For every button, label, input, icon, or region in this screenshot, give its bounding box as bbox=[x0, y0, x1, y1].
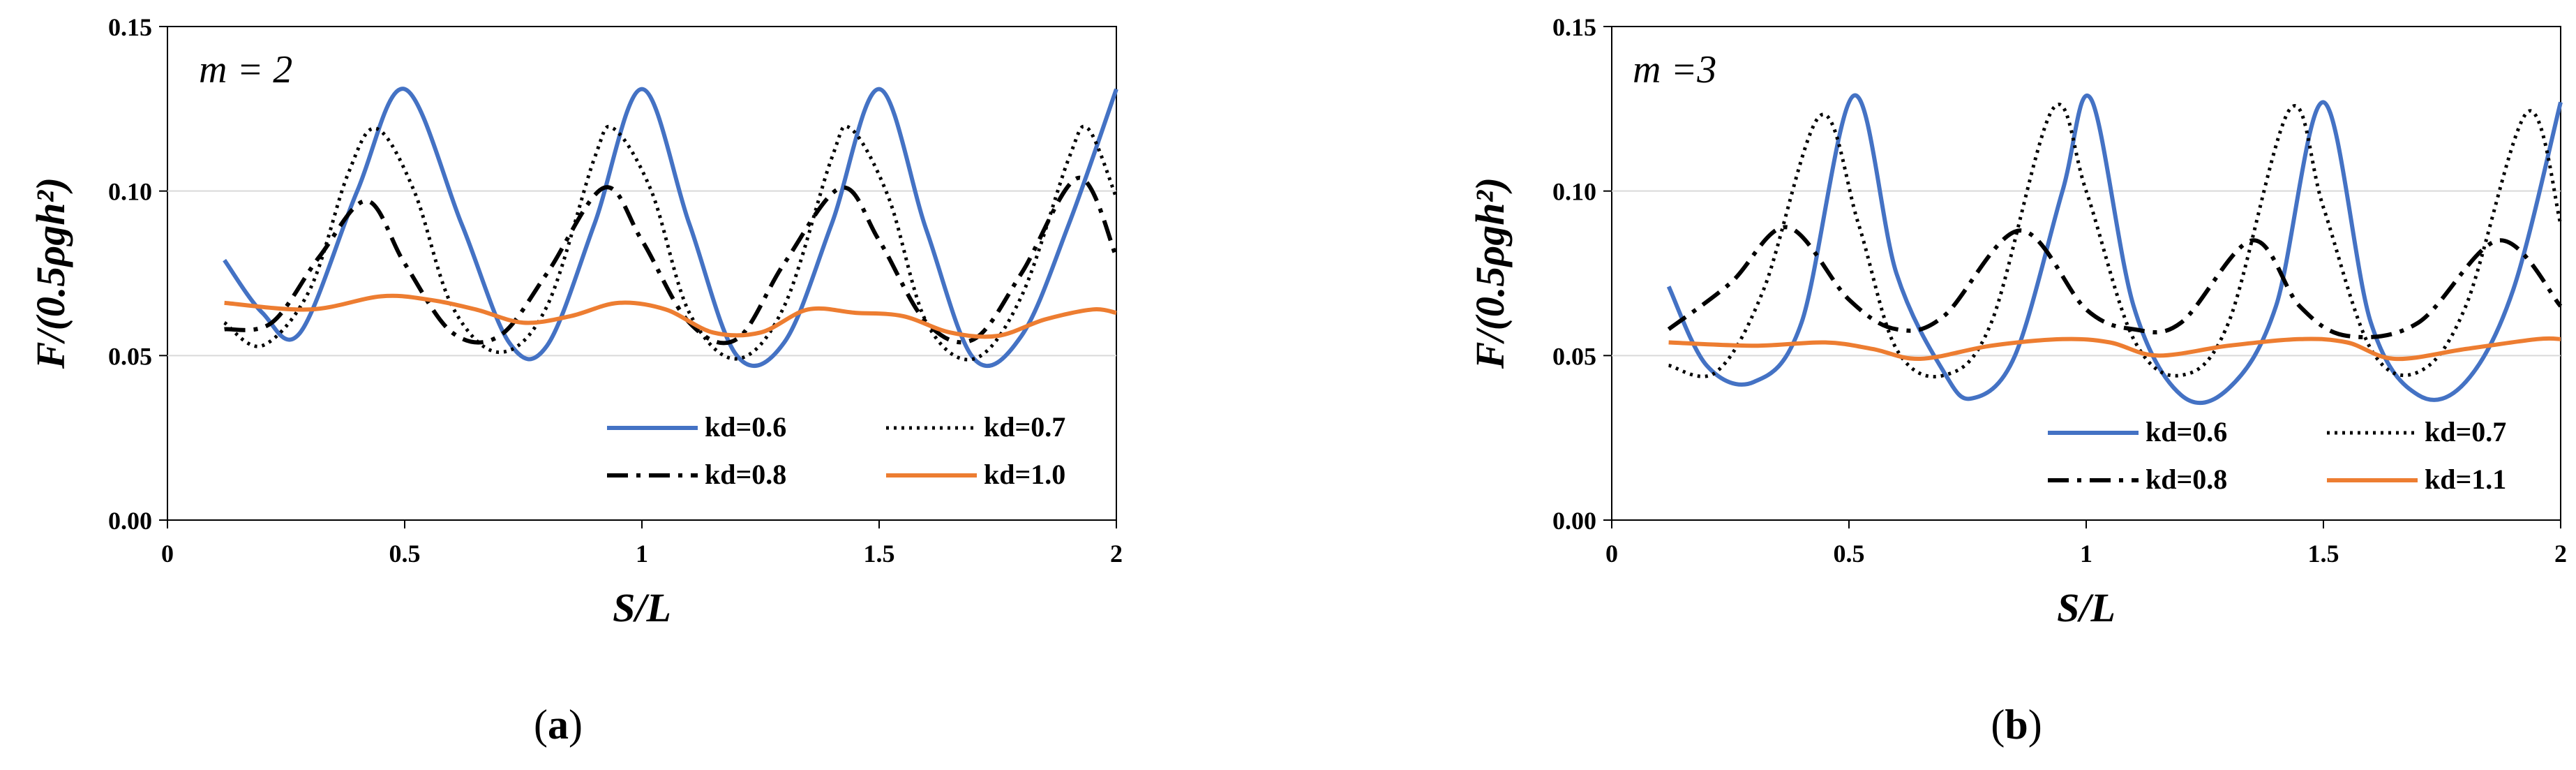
series-line-kd10-a bbox=[224, 293, 1117, 339]
x-tick-label-a: 2 bbox=[1110, 540, 1123, 568]
y-tick-label-a: 0.10 bbox=[108, 178, 152, 206]
plot-area-a bbox=[167, 26, 1117, 521]
legend-label-a: kd=0.6 bbox=[705, 411, 786, 443]
legend-b: kd=0.6 kd=0.7 kd=0.8 kd=1.1 bbox=[2048, 416, 2506, 495]
y-tick-label-b: 0.00 bbox=[1552, 507, 1596, 535]
legend-label-a: kd=0.8 bbox=[705, 459, 786, 490]
y-tick-label-b: 0.15 bbox=[1552, 13, 1596, 41]
caption-a: (a) bbox=[534, 702, 583, 748]
x-tick-label-a: 1.5 bbox=[864, 540, 895, 568]
y-axis-label-b: F/(0.5ρgh²) bbox=[1467, 177, 1513, 369]
x-tick-label-b: 0.5 bbox=[1834, 540, 1865, 568]
x-ticks-a: 0 0.5 1 1.5 2 bbox=[161, 520, 1123, 568]
x-tick-label-a: 1 bbox=[636, 540, 648, 568]
y-ticks-b: 0.00 0.05 0.10 0.15 bbox=[1552, 13, 1612, 535]
y-tick-label-a: 0.15 bbox=[108, 13, 152, 41]
x-tick-label-a: 0 bbox=[161, 540, 174, 568]
legend-label-a: kd=1.0 bbox=[984, 459, 1065, 490]
panel-a: 0 0.5 1 1.5 2 0.00 0.05 0.10 0.15 m = 2 S/L F/(… bbox=[28, 13, 1123, 748]
y-ticks-a: 0.00 0.05 0.10 0.15 bbox=[108, 13, 167, 535]
x-tick-label-a: 0.5 bbox=[389, 540, 421, 568]
y-grid-a bbox=[167, 190, 1116, 357]
x-axis-label-a: S/L bbox=[613, 585, 671, 630]
legend-label-b: kd=0.6 bbox=[2146, 416, 2227, 447]
series-line-kd06-b bbox=[1666, 93, 2563, 406]
y-tick-label-b: 0.05 bbox=[1552, 342, 1596, 370]
panel-label-b: m =3 bbox=[1633, 48, 1716, 91]
panel-label-a: m = 2 bbox=[199, 48, 292, 91]
legend-label-b: kd=1.1 bbox=[2425, 464, 2506, 495]
legend-label-b: kd=0.8 bbox=[2146, 464, 2227, 495]
x-axis-label-b: S/L bbox=[2057, 585, 2116, 630]
y-tick-label-a: 0.00 bbox=[108, 507, 152, 535]
y-tick-label-a: 0.05 bbox=[108, 342, 152, 370]
y-tick-label-b: 0.10 bbox=[1552, 178, 1596, 206]
legend-label-b: kd=0.7 bbox=[2425, 416, 2506, 447]
legend-label-a: kd=0.7 bbox=[984, 411, 1065, 443]
panel-b: 0 0.5 1 1.5 2 0.00 0.05 0.10 0.15 m =3 S/L F/(0… bbox=[1467, 13, 2567, 748]
series-line-kd06-a bbox=[223, 87, 1118, 369]
x-tick-label-b: 0 bbox=[1605, 540, 1618, 568]
series-line-kd08-b bbox=[1667, 225, 2563, 340]
plot-area-b bbox=[1611, 26, 2561, 521]
x-tick-label-b: 1 bbox=[2080, 540, 2092, 568]
x-tick-label-b: 1.5 bbox=[2308, 540, 2339, 568]
series-line-kd11-b bbox=[1668, 336, 2561, 362]
legend-a: kd=0.6 kd=0.7 kd=0.8 kd=1.0 bbox=[607, 411, 1065, 490]
series-lines-b bbox=[1666, 93, 2563, 406]
x-ticks-b: 0 0.5 1 1.5 2 bbox=[1605, 520, 2567, 568]
series-lines-a bbox=[223, 87, 1118, 369]
caption-b: (b) bbox=[1991, 702, 2042, 748]
x-tick-label-b: 2 bbox=[2554, 540, 2567, 568]
y-axis-label-a: F/(0.5ρgh²) bbox=[28, 177, 73, 369]
